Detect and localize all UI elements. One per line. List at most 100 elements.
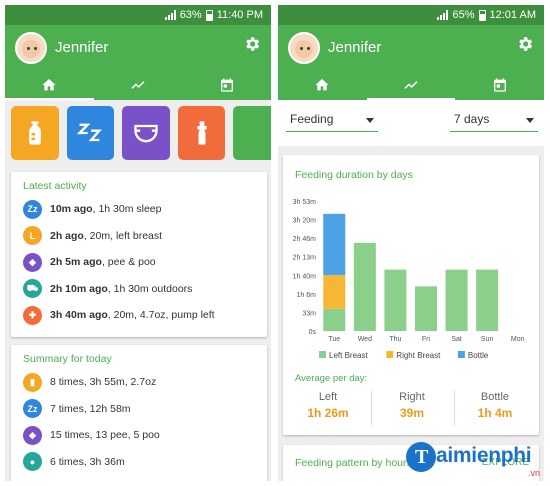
average-left-value: 1h 26m	[307, 406, 349, 420]
activity-time: 3h 40m ago	[50, 309, 108, 322]
tab-home[interactable]	[5, 70, 94, 100]
diaper-icon	[134, 124, 158, 143]
list-item[interactable]: ⛟ 2h 10m ago, 1h 30m outdoors	[11, 276, 267, 303]
baby-name[interactable]: Jennifer	[328, 39, 382, 56]
activity-time: 2h ago	[50, 229, 84, 242]
list-item[interactable]: ▮ 8 times, 3h 55m, 2.7oz	[11, 369, 267, 396]
average-title: Average per day:	[295, 373, 368, 384]
avatar[interactable]	[288, 32, 320, 64]
average-bottle: Bottle 1h 4m	[455, 391, 535, 420]
y-tick-label: 1h 6m	[297, 292, 317, 299]
divider	[454, 391, 455, 425]
list-item[interactable]: Zz 10m ago, 1h 30m sleep	[11, 196, 267, 223]
activity-icon: Zz	[23, 199, 42, 219]
average-left-label: Left	[318, 391, 338, 403]
stats-screen: 65% 12:01 AM Jennifer Feeding 7 days Fee…	[278, 5, 544, 481]
activity-time: 2h 5m ago	[50, 256, 102, 269]
calendar-icon	[493, 78, 506, 92]
average-right-label: Right	[399, 391, 425, 403]
bar-segment	[414, 286, 438, 331]
date-range-value: 7 days	[454, 112, 490, 126]
average-right: Right 39m	[372, 391, 452, 420]
legend-swatch	[457, 351, 465, 358]
bar-segment	[353, 242, 376, 331]
activity-icon: ⛟	[23, 279, 42, 299]
feeding-chart-card: Feeding duration by days 0s 33m 1h 6m 1h 40…	[283, 155, 539, 435]
logo-mark	[406, 442, 436, 472]
y-tick-label: 2h 46m	[293, 236, 317, 243]
battery-icon	[205, 9, 213, 21]
pump-tile[interactable]	[177, 106, 226, 160]
x-tick-label: Thu	[389, 336, 401, 343]
activity-tiles	[11, 106, 271, 162]
activity-icon: Zz	[23, 399, 42, 419]
activity-text: , pee & poo	[101, 256, 156, 269]
bar-segment	[323, 275, 346, 309]
battery-icon	[478, 9, 486, 21]
date-range-select[interactable]: 7 days	[450, 112, 538, 132]
battery-percent: 65%	[452, 9, 475, 21]
bar-segment	[323, 308, 346, 331]
list-item[interactable]: Zz 7 times, 12h 58m	[11, 396, 267, 423]
home-icon	[42, 79, 56, 91]
activity-text: 7 times, 12h 58m	[50, 402, 131, 415]
x-tick-label: Sat	[451, 336, 462, 343]
y-tick-label: 1h 40m	[293, 273, 317, 280]
status-bar: 65% 12:01 AM	[278, 5, 544, 25]
explore-button[interactable]: EXPLORE	[481, 457, 529, 468]
watermark-logo: T aimienphi .vn	[406, 438, 546, 482]
activity-time: 10m ago	[50, 203, 93, 216]
bar-segment	[476, 269, 499, 331]
app-bar: Jennifer	[5, 25, 271, 100]
diaper-tile[interactable]	[122, 106, 170, 160]
trend-icon	[404, 81, 418, 89]
tab-stats[interactable]	[366, 70, 456, 100]
gear-icon[interactable]	[243, 35, 261, 53]
activity-icon: ●	[23, 452, 42, 472]
list-item[interactable]: ● 6 times, 3h 36m	[11, 449, 267, 476]
list-item[interactable]: ✚ 3h 40m ago, 20m, 4.7oz, pump left	[11, 302, 267, 329]
list-item[interactable]: L 2h ago, 20m, left breast	[11, 223, 267, 250]
activity-text: , 20m, left breast	[83, 229, 163, 242]
x-tick-label: Fri	[422, 336, 431, 343]
activity-icon: L	[23, 226, 42, 246]
list-item[interactable]: ◆ 15 times, 13 pee, 5 poo	[11, 422, 267, 449]
y-tick-label: 33m	[302, 310, 316, 317]
chevron-down-icon	[526, 118, 534, 123]
activity-type-value: Feeding	[290, 112, 334, 126]
activity-type-select[interactable]: Feeding	[286, 112, 378, 132]
tab-calendar[interactable]	[455, 70, 544, 100]
activity-icon: ✚	[23, 305, 42, 325]
list-item[interactable]: ◆ 2h 5m ago, pee & poo	[11, 249, 267, 276]
legend-label: Left Breast	[329, 351, 368, 360]
sleep-tile[interactable]	[66, 106, 115, 160]
tab-calendar[interactable]	[182, 70, 271, 100]
clock: 12:01 AM	[489, 9, 536, 21]
gear-icon[interactable]	[516, 35, 534, 53]
x-tick-label: Sun	[481, 336, 494, 343]
x-tick-label: Wed	[358, 336, 372, 343]
feeding-pattern-title: Feeding pattern by hours	[295, 457, 412, 469]
legend-swatch	[386, 351, 394, 358]
average-bottle-label: Bottle	[480, 391, 510, 403]
baby-name[interactable]: Jennifer	[55, 39, 109, 56]
more-tile[interactable]	[233, 106, 271, 160]
app-bar: Jennifer	[278, 25, 544, 100]
logo-letter: T	[415, 446, 429, 468]
divider	[371, 391, 372, 425]
feeding-tile[interactable]	[11, 106, 59, 160]
activity-text: 15 times, 13 pee, 5 poo	[50, 429, 160, 442]
tab-bar	[278, 70, 544, 100]
feeding-duration-chart: 0s 33m 1h 6m 1h 40m 2h 13m 2h 46m 3h 20m 3h 53m…	[293, 199, 525, 360]
signal-icon	[164, 10, 176, 20]
y-tick-label: 3h 20m	[293, 218, 317, 225]
bottle-icon	[28, 121, 41, 145]
tab-home[interactable]	[278, 70, 367, 100]
avatar[interactable]	[15, 32, 47, 64]
legend-label: Right Breast	[396, 351, 441, 360]
legend-swatch	[319, 351, 326, 358]
home-screen: 63% 11:40 PM Jennifer Latest activity Zz…	[5, 5, 271, 481]
x-tick-label: Tue	[328, 336, 340, 343]
tab-stats[interactable]	[94, 70, 183, 100]
average-bottle-value: 1h 4m	[477, 406, 513, 420]
